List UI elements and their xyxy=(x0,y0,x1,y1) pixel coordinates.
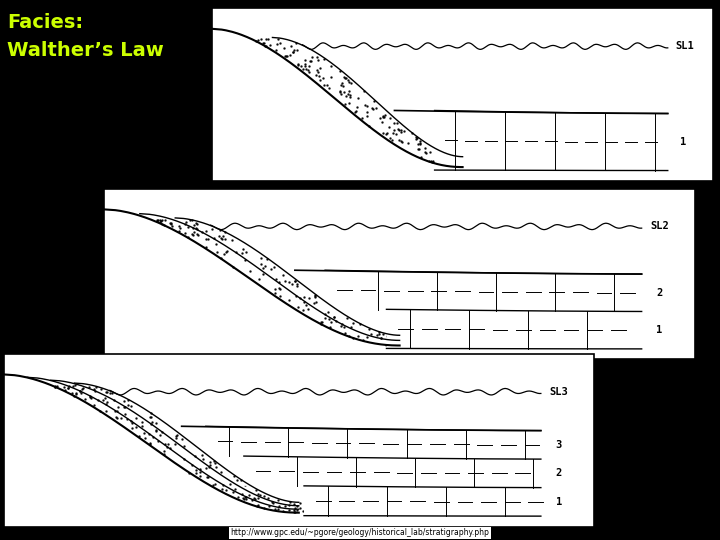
Polygon shape xyxy=(244,456,541,488)
Text: 1: 1 xyxy=(556,497,562,507)
Text: 2: 2 xyxy=(657,288,662,298)
Text: 1: 1 xyxy=(680,137,687,147)
Text: 3: 3 xyxy=(556,440,562,450)
Bar xyxy=(212,8,713,181)
Polygon shape xyxy=(304,486,541,516)
Polygon shape xyxy=(325,270,642,312)
Text: SL3: SL3 xyxy=(550,387,569,397)
Text: 1: 1 xyxy=(657,325,662,335)
Polygon shape xyxy=(206,426,541,459)
Text: SL1: SL1 xyxy=(675,41,694,51)
Bar xyxy=(104,189,695,359)
Text: Facies:: Facies: xyxy=(7,14,84,32)
Bar xyxy=(4,354,594,526)
Text: Walther’s Law: Walther’s Law xyxy=(7,40,164,59)
Text: SL2: SL2 xyxy=(651,221,670,232)
Polygon shape xyxy=(387,309,642,349)
Polygon shape xyxy=(435,111,667,171)
Text: 2: 2 xyxy=(556,468,562,478)
Text: http://www.gpc.edu/~pgore/geology/historical_lab/stratigraphy.php: http://www.gpc.edu/~pgore/geology/histor… xyxy=(230,528,490,537)
